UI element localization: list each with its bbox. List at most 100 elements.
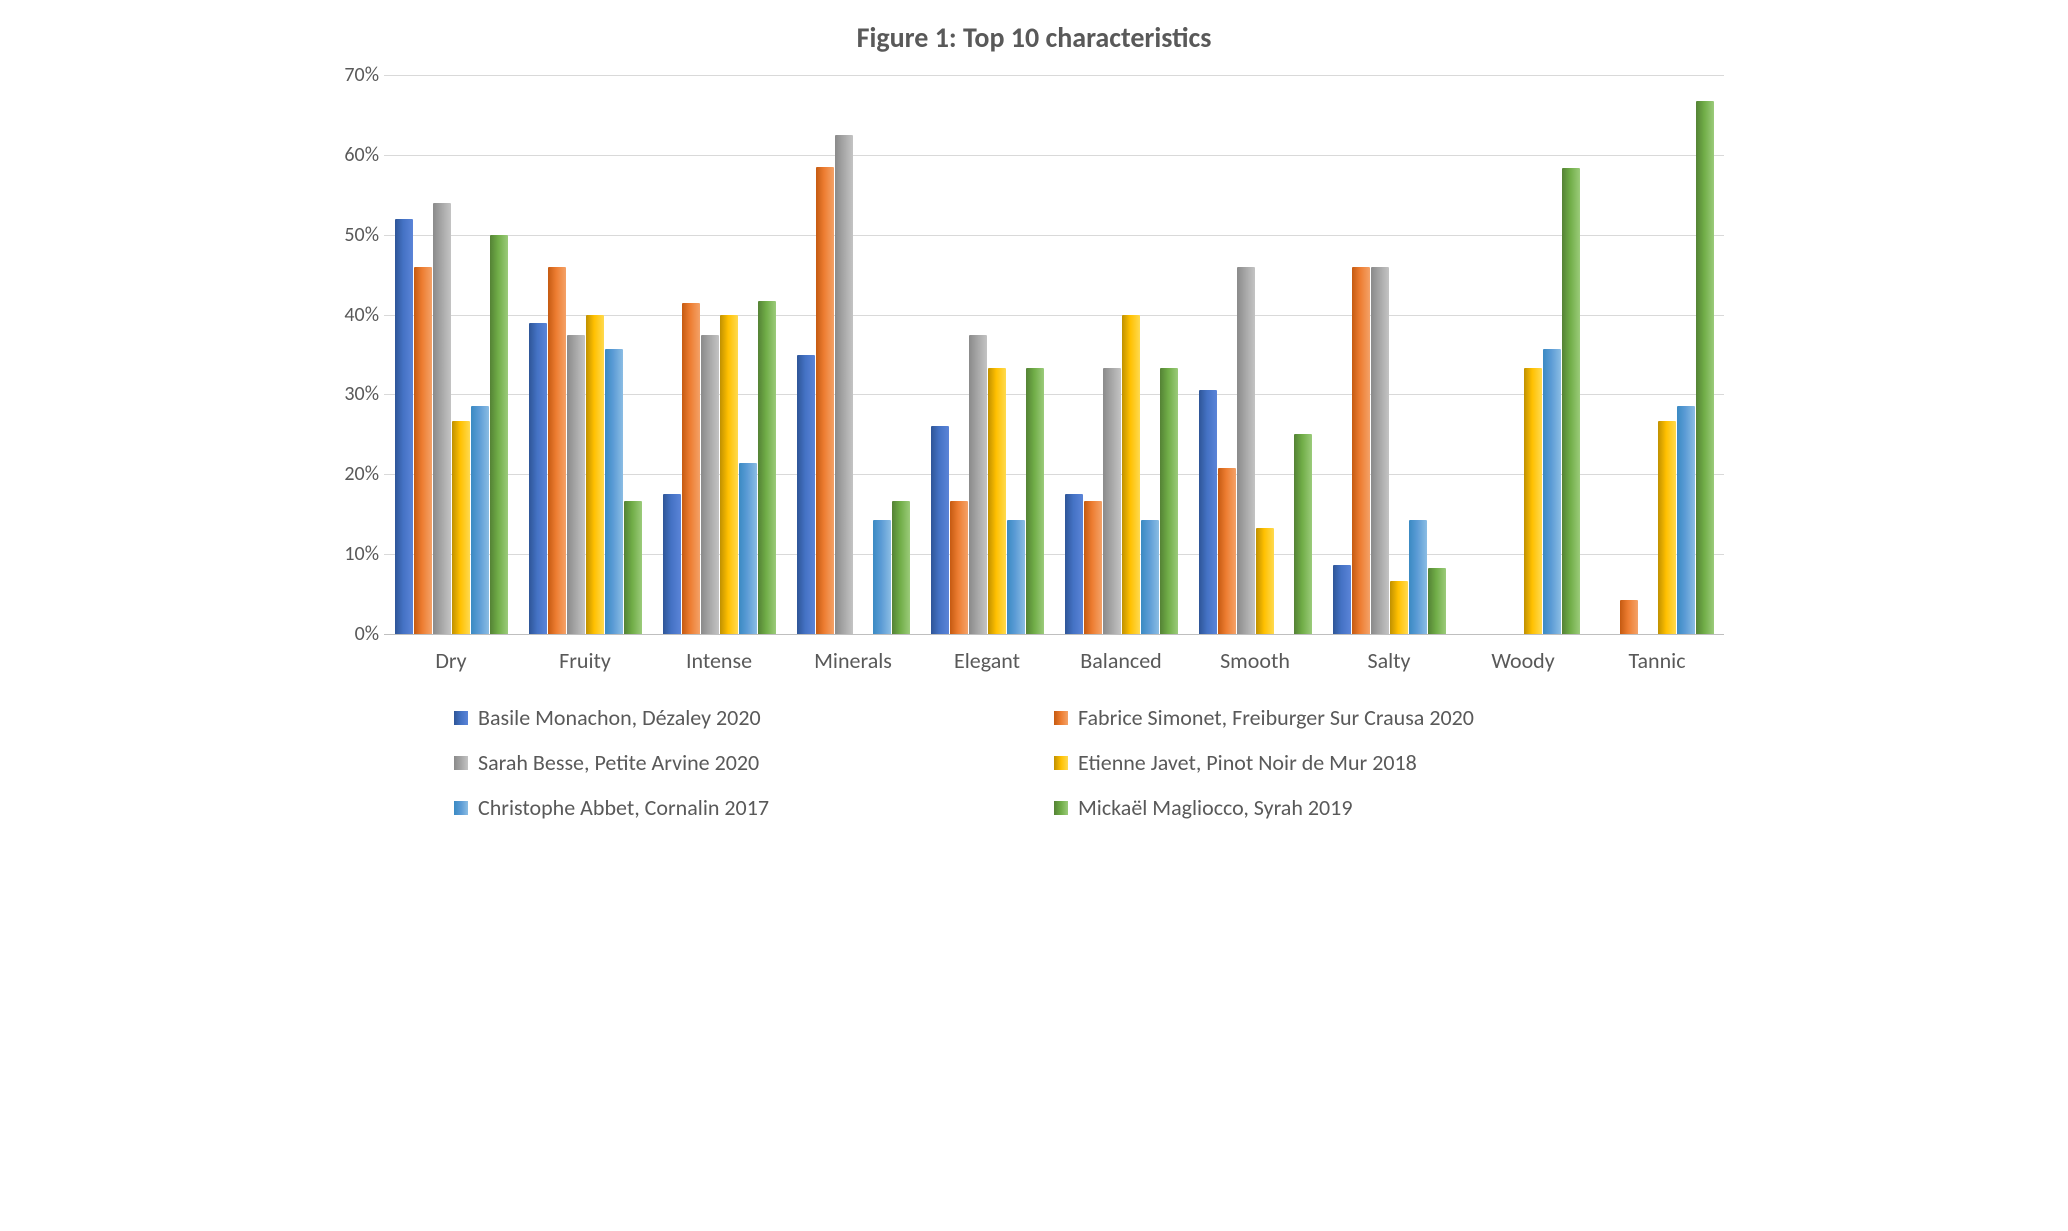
bar — [529, 323, 547, 634]
legend-item: Basile Monachon, Dézaley 2020 — [454, 704, 1054, 731]
bar — [586, 315, 604, 634]
bar — [720, 315, 738, 634]
category-group — [1322, 75, 1456, 634]
legend-swatch — [1054, 711, 1068, 725]
bar — [1658, 421, 1676, 634]
bar — [1677, 406, 1695, 634]
bar — [624, 501, 642, 634]
bar — [1141, 520, 1159, 634]
x-tick-label: Dry — [384, 635, 518, 674]
category-group — [1188, 75, 1322, 634]
category-group — [920, 75, 1054, 634]
legend: Basile Monachon, Dézaley 2020 Fabrice Sim… — [454, 704, 1654, 839]
legend-swatch — [454, 756, 468, 770]
legend-item: Mickaël Magliocco, Syrah 2019 — [1054, 794, 1654, 821]
legend-swatch — [454, 801, 468, 815]
bar — [969, 335, 987, 634]
y-tick-label: 70% — [324, 63, 379, 87]
legend-label: Fabrice Simonet, Freiburger Sur Crausa 2… — [1078, 704, 1474, 731]
bar — [567, 335, 585, 634]
bar — [835, 135, 853, 634]
bar — [1084, 501, 1102, 634]
chart-title: Figure 1: Top 10 characteristics — [314, 20, 1754, 55]
bar — [1065, 494, 1083, 634]
x-tick-label: Minerals — [786, 635, 920, 674]
y-tick-label: 40% — [324, 303, 379, 327]
bar — [471, 406, 489, 634]
x-tick-label: Fruity — [518, 635, 652, 674]
y-tick-label: 60% — [324, 143, 379, 167]
category-group — [786, 75, 920, 634]
bar — [1007, 520, 1025, 634]
legend-swatch — [1054, 801, 1068, 815]
bar — [1122, 315, 1140, 634]
bar — [1696, 101, 1714, 634]
bar — [682, 303, 700, 634]
bar — [701, 335, 719, 634]
bar — [758, 301, 776, 634]
bar — [1026, 368, 1044, 634]
bar — [1160, 368, 1178, 634]
bar — [452, 421, 470, 634]
bar — [395, 219, 413, 634]
bar — [739, 463, 757, 634]
bar — [663, 494, 681, 634]
category-group — [1054, 75, 1188, 634]
bar — [1352, 267, 1370, 634]
bar — [797, 355, 815, 635]
bars-area — [384, 75, 1724, 634]
legend-label: Christophe Abbet, Cornalin 2017 — [478, 794, 769, 821]
legend-label: Sarah Besse, Petite Arvine 2020 — [478, 749, 759, 776]
bar — [1237, 267, 1255, 634]
x-tick-label: Intense — [652, 635, 786, 674]
category-group — [518, 75, 652, 634]
bar — [988, 368, 1006, 634]
bar — [1103, 368, 1121, 634]
category-group — [652, 75, 786, 634]
y-tick-label: 30% — [324, 382, 379, 406]
bar — [1218, 468, 1236, 634]
legend-item: Etienne Javet, Pinot Noir de Mur 2018 — [1054, 749, 1654, 776]
bar — [605, 349, 623, 634]
x-tick-label: Tannic — [1590, 635, 1724, 674]
category-group — [1590, 75, 1724, 634]
legend-item: Sarah Besse, Petite Arvine 2020 — [454, 749, 1054, 776]
x-tick-label: Salty — [1322, 635, 1456, 674]
bar — [1199, 390, 1217, 634]
bar — [1524, 368, 1542, 634]
y-tick-label: 20% — [324, 462, 379, 486]
bar — [1256, 528, 1274, 634]
bar — [892, 501, 910, 634]
x-axis-labels: DryFruityIntenseMineralsElegantBalanced S… — [384, 635, 1724, 674]
bar — [1294, 434, 1312, 634]
y-tick-label: 0% — [324, 622, 379, 646]
bar — [1409, 520, 1427, 634]
y-tick-label: 50% — [324, 223, 379, 247]
legend-label: Etienne Javet, Pinot Noir de Mur 2018 — [1078, 749, 1417, 776]
category-group — [384, 75, 518, 634]
legend-swatch — [454, 711, 468, 725]
bar — [950, 501, 968, 634]
legend-label: Basile Monachon, Dézaley 2020 — [478, 704, 761, 731]
bar — [1428, 568, 1446, 634]
legend-swatch — [1054, 756, 1068, 770]
y-tick-label: 10% — [324, 542, 379, 566]
bar — [1371, 267, 1389, 634]
category-group — [1456, 75, 1590, 634]
bar — [1620, 600, 1638, 634]
bar — [1390, 581, 1408, 635]
bar — [1333, 565, 1351, 634]
y-axis-labels: 0%10%20%30%40%50%60%70% — [324, 75, 379, 634]
chart-container: Figure 1: Top 10 characteristics 0%10%20… — [314, 20, 1754, 880]
x-tick-label: Elegant — [920, 635, 1054, 674]
bar — [931, 426, 949, 634]
plot-area: 0%10%20%30%40%50%60%70% — [384, 75, 1724, 635]
bar — [433, 203, 451, 634]
bar — [548, 267, 566, 634]
bar — [1562, 168, 1580, 634]
legend-label: Mickaël Magliocco, Syrah 2019 — [1078, 794, 1352, 821]
x-tick-label: Balanced — [1054, 635, 1188, 674]
bar — [490, 235, 508, 634]
legend-item: Fabrice Simonet, Freiburger Sur Crausa 2… — [1054, 704, 1654, 731]
x-tick-label: Woody — [1456, 635, 1590, 674]
